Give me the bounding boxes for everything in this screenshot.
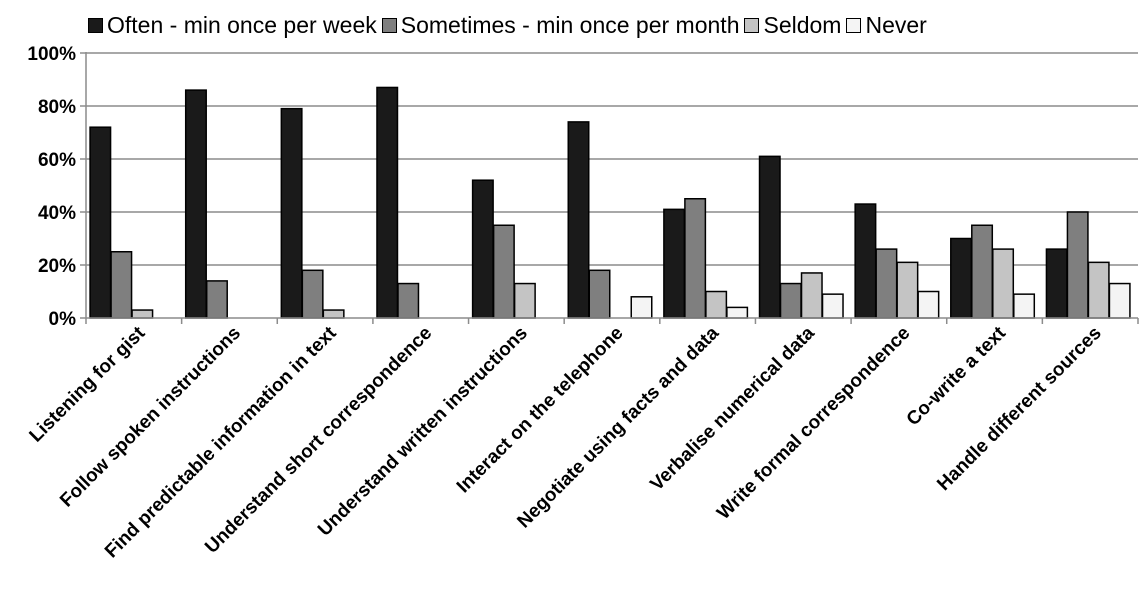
y-tick-label: 80% xyxy=(38,97,76,118)
bar-seldom-co-write-a-text xyxy=(992,248,1015,319)
bar-often-write-formal-correspondence xyxy=(854,203,877,319)
legend-swatch-never xyxy=(846,17,862,33)
x-tick-label-verbalise-numerical-data: Verbalise numerical data xyxy=(646,322,819,495)
bar-sometimes-interact-on-the-telephone xyxy=(588,269,611,319)
bar-never-negotiate-using-facts-and-data xyxy=(726,306,749,319)
bar-never-write-formal-correspondence xyxy=(917,290,940,319)
bar-sometimes-listening-for-gist xyxy=(110,251,133,319)
bar-often-listening-for-gist xyxy=(89,126,112,319)
legend-swatch-often xyxy=(88,17,103,33)
bar-seldom-negotiate-using-facts-and-data xyxy=(705,290,728,319)
legend-item-sometimes: Sometimes - min once per month xyxy=(381,11,740,39)
y-tick-label: 60% xyxy=(38,150,76,171)
y-tick-label: 40% xyxy=(38,203,76,224)
x-tick-label-handle-different-sources: Handle different sources xyxy=(933,323,1105,495)
bar-never-co-write-a-text xyxy=(1013,293,1036,319)
bar-often-interact-on-the-telephone xyxy=(567,121,590,319)
bar-sometimes-negotiate-using-facts-and-data xyxy=(684,198,707,319)
bar-seldom-verbalise-numerical-data xyxy=(800,272,823,319)
x-tick-label-write-formal-correspondence: Write formal correspondence xyxy=(713,323,914,524)
legend-item-seldom: Seldom xyxy=(744,12,841,39)
bar-often-verbalise-numerical-data xyxy=(758,155,781,319)
bar-sometimes-handle-different-sources xyxy=(1066,211,1089,319)
x-tick-label-co-write-a-text: Co-write a text xyxy=(903,322,1011,430)
bar-never-verbalise-numerical-data xyxy=(821,293,844,319)
legend-swatch-seldom xyxy=(744,17,760,33)
legend-label-often: Often - min once per week xyxy=(107,11,377,38)
bar-sometimes-co-write-a-text xyxy=(971,224,994,319)
bar-sometimes-understand-written-instructions xyxy=(492,224,515,319)
bar-sometimes-understand-short-correspondence xyxy=(397,282,420,319)
x-tick-label-understand-written-instructions: Understand written instructions xyxy=(314,323,532,541)
x-tick-label-interact-on-the-telephone: Interact on the telephone xyxy=(453,323,628,498)
y-tick-label: 100% xyxy=(27,44,76,65)
bar-sometimes-verbalise-numerical-data xyxy=(779,282,802,319)
bar-often-handle-different-sources xyxy=(1045,248,1068,319)
bar-often-understand-short-correspondence xyxy=(376,86,399,319)
bar-sometimes-write-formal-correspondence xyxy=(875,248,898,319)
bar-seldom-handle-different-sources xyxy=(1087,261,1110,319)
bar-seldom-understand-written-instructions xyxy=(513,282,536,319)
legend-item-often: Often - min once per week xyxy=(88,12,377,39)
bar-often-understand-written-instructions xyxy=(471,179,494,319)
y-tick-label: 20% xyxy=(38,256,76,277)
y-tick-label: 0% xyxy=(49,309,77,330)
bar-never-interact-on-the-telephone xyxy=(630,296,653,319)
bar-often-co-write-a-text xyxy=(950,237,973,319)
legend-label-sometimes: Sometimes - min once per month xyxy=(400,11,740,38)
legend-swatch-sometimes xyxy=(381,17,397,33)
x-tick-label-negotiate-using-facts-and-data: Negotiate using facts and data xyxy=(513,322,723,532)
bar-seldom-write-formal-correspondence xyxy=(896,261,919,319)
x-tick-label-follow-spoken-instructions: Follow spoken instructions xyxy=(56,323,245,512)
legend: Often - min once per week Sometimes - mi… xyxy=(88,10,932,40)
legend-label-never: Never xyxy=(865,11,927,38)
legend-item-never: Never xyxy=(846,11,927,39)
legend-label-seldom: Seldom xyxy=(763,11,842,38)
bar-often-find-predictable-information-in-text xyxy=(280,107,303,319)
bar-often-follow-spoken-instructions xyxy=(184,89,207,319)
bar-seldom-listening-for-gist xyxy=(131,309,154,319)
bar-sometimes-find-predictable-information-in-text xyxy=(301,269,324,319)
bar-often-negotiate-using-facts-and-data xyxy=(663,208,686,319)
bar-seldom-find-predictable-information-in-text xyxy=(322,309,345,319)
bar-sometimes-follow-spoken-instructions xyxy=(205,280,228,319)
bar-never-handle-different-sources xyxy=(1108,282,1131,319)
